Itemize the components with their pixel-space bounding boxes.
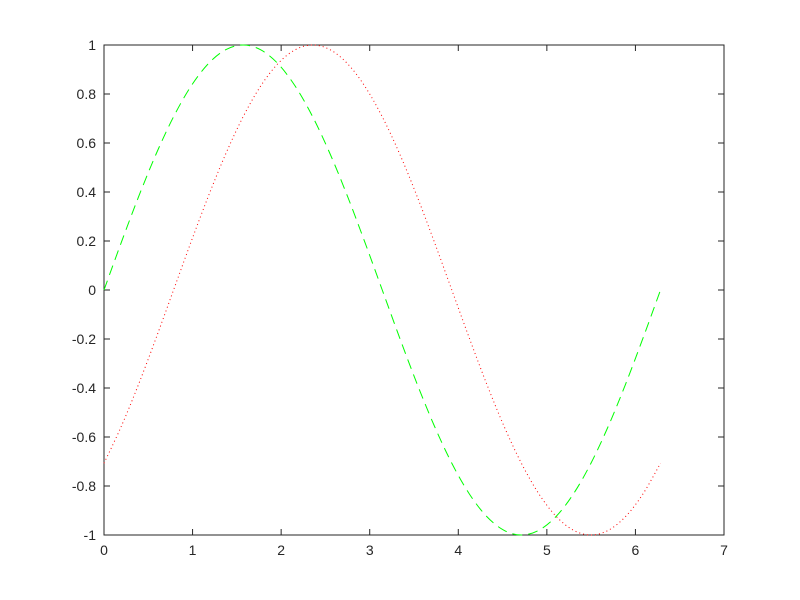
y-tick-label: 0 (88, 282, 96, 298)
y-tick-label: 1 (88, 37, 96, 53)
x-tick-label: 5 (543, 542, 551, 558)
series-line-0 (103, 44, 661, 536)
x-tick-label: 6 (632, 542, 640, 558)
y-tick-label: -1 (84, 527, 97, 543)
x-tick-label: 0 (100, 542, 108, 558)
y-tick-label: -0.4 (72, 380, 96, 396)
series-group (103, 44, 661, 536)
y-tick-label: 0.8 (77, 86, 97, 102)
y-tick-label: -0.6 (72, 429, 96, 445)
plot-area (103, 44, 725, 536)
series-line-1 (103, 44, 661, 536)
x-tick-label: 4 (454, 542, 462, 558)
x-tick-label: 7 (720, 542, 728, 558)
y-tick-label: 0.6 (77, 135, 97, 151)
y-tick-label: 0.4 (77, 184, 97, 200)
axis-ticks: 0 1 2 3 4 5 6 7 -1 -0.8 -0.6 -0.4 -0.2 0 0.2 0.4 0.6 0.8 1 (72, 37, 728, 558)
y-tick-label: 0.2 (77, 233, 97, 249)
x-tick-label: 2 (277, 542, 285, 558)
x-tick-label: 1 (189, 542, 197, 558)
y-tick-label: -0.8 (72, 478, 96, 494)
y-tick-label: -0.2 (72, 331, 96, 347)
x-tick-label: 3 (366, 542, 374, 558)
